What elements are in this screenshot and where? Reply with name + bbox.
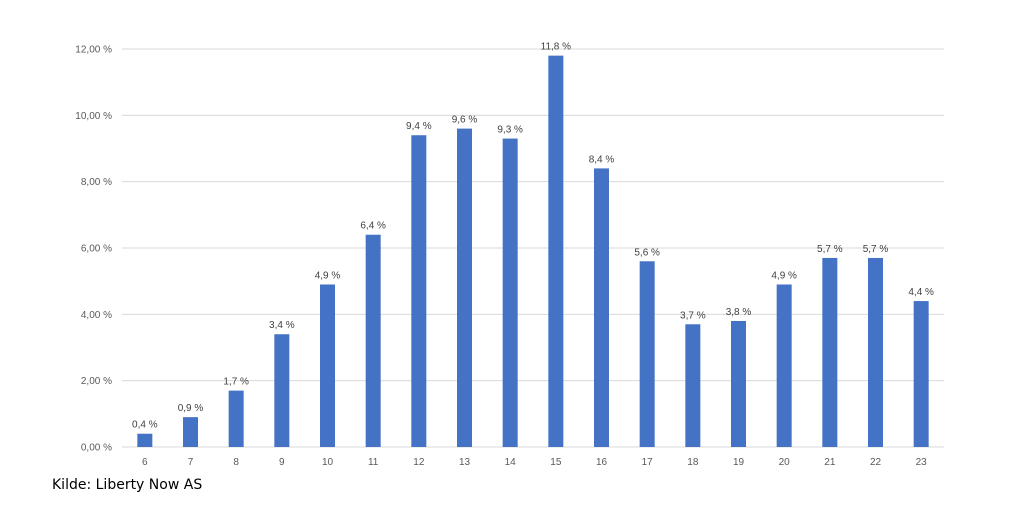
y-tick-label: 8,00 % — [81, 177, 112, 188]
data-label: 11,8 % — [541, 42, 571, 53]
bar-19 — [731, 320, 746, 447]
bar-22 — [868, 257, 883, 447]
x-tick-label: 11 — [368, 457, 379, 468]
data-label: 4,9 % — [315, 270, 341, 281]
data-label: 9,4 % — [406, 121, 432, 132]
bar-9 — [274, 334, 290, 447]
x-tick-label: 17 — [642, 457, 654, 468]
data-label: 9,3 % — [497, 125, 523, 136]
x-tick-label: 14 — [505, 457, 517, 468]
y-tick-label: 0,00 % — [81, 443, 112, 454]
data-label: 5,7 % — [863, 244, 889, 255]
y-tick-label: 10,00 % — [75, 111, 112, 122]
bar-8 — [228, 390, 244, 447]
x-axis-tick-labels: 6 7 8 9 10 11 12 13 14 15 16 17 18 19 20 21 22 23 — [142, 457, 927, 468]
y-tick-label: 12,00 % — [75, 45, 112, 56]
bar-6 — [137, 433, 153, 447]
y-tick-label: 4,00 % — [81, 310, 112, 321]
x-tick-label: 7 — [188, 457, 194, 468]
data-label: 0,4 % — [132, 420, 158, 431]
bar-14 — [502, 138, 518, 448]
x-tick-label: 19 — [733, 457, 745, 468]
x-tick-label: 20 — [779, 457, 791, 468]
bar-15 — [548, 55, 564, 448]
data-label: 8,4 % — [589, 154, 615, 165]
y-tick-label: 2,00 % — [81, 376, 112, 387]
data-label: 4,9 % — [771, 270, 797, 281]
x-tick-label: 16 — [596, 457, 608, 468]
x-tick-label: 12 — [413, 457, 425, 468]
bar-13 — [457, 128, 472, 447]
source-note: Kilde: Liberty Now AS — [52, 477, 203, 493]
data-label: 6,4 % — [360, 221, 386, 232]
data-label: 9,6 % — [452, 115, 478, 126]
data-label: 3,4 % — [269, 320, 295, 331]
data-label: 3,8 % — [726, 307, 752, 318]
x-tick-label: 13 — [459, 457, 471, 468]
x-tick-label: 23 — [916, 457, 928, 468]
bar-12 — [411, 135, 427, 447]
x-tick-label: 10 — [322, 457, 334, 468]
bar-17 — [639, 261, 655, 447]
x-tick-label: 8 — [233, 457, 239, 468]
bars — [137, 55, 929, 448]
data-label: 0,9 % — [178, 403, 204, 414]
y-axis-tick-labels: 0,00 % 2,00 % 4,00 % 6,00 % 8,00 % 10,00 % 12,… — [75, 45, 112, 454]
x-tick-label: 22 — [870, 457, 882, 468]
data-labels: 0,4 % 0,9 % 1,7 % 3,4 % 4,9 % 6,4 % 9,4 % 9,6 %… — [132, 42, 934, 431]
data-label: 3,7 % — [680, 310, 706, 321]
bar-11 — [365, 234, 381, 447]
bar-7 — [183, 417, 198, 447]
gridlines — [122, 48, 944, 448]
x-tick-label: 9 — [279, 457, 285, 468]
bar-18 — [685, 324, 701, 447]
bar-21 — [822, 257, 838, 447]
y-tick-label: 6,00 % — [81, 244, 112, 255]
data-label: 5,6 % — [634, 247, 660, 258]
data-label: 4,4 % — [908, 287, 934, 298]
data-label: 1,7 % — [223, 377, 249, 388]
x-tick-label: 6 — [142, 457, 148, 468]
bar-20 — [776, 284, 792, 447]
x-tick-label: 15 — [550, 457, 562, 468]
x-tick-label: 21 — [824, 457, 836, 468]
x-tick-label: 18 — [687, 457, 699, 468]
data-label: 5,7 % — [817, 244, 843, 255]
bar-23 — [913, 301, 929, 447]
bar-10 — [320, 284, 335, 447]
bar-16 — [594, 168, 609, 447]
